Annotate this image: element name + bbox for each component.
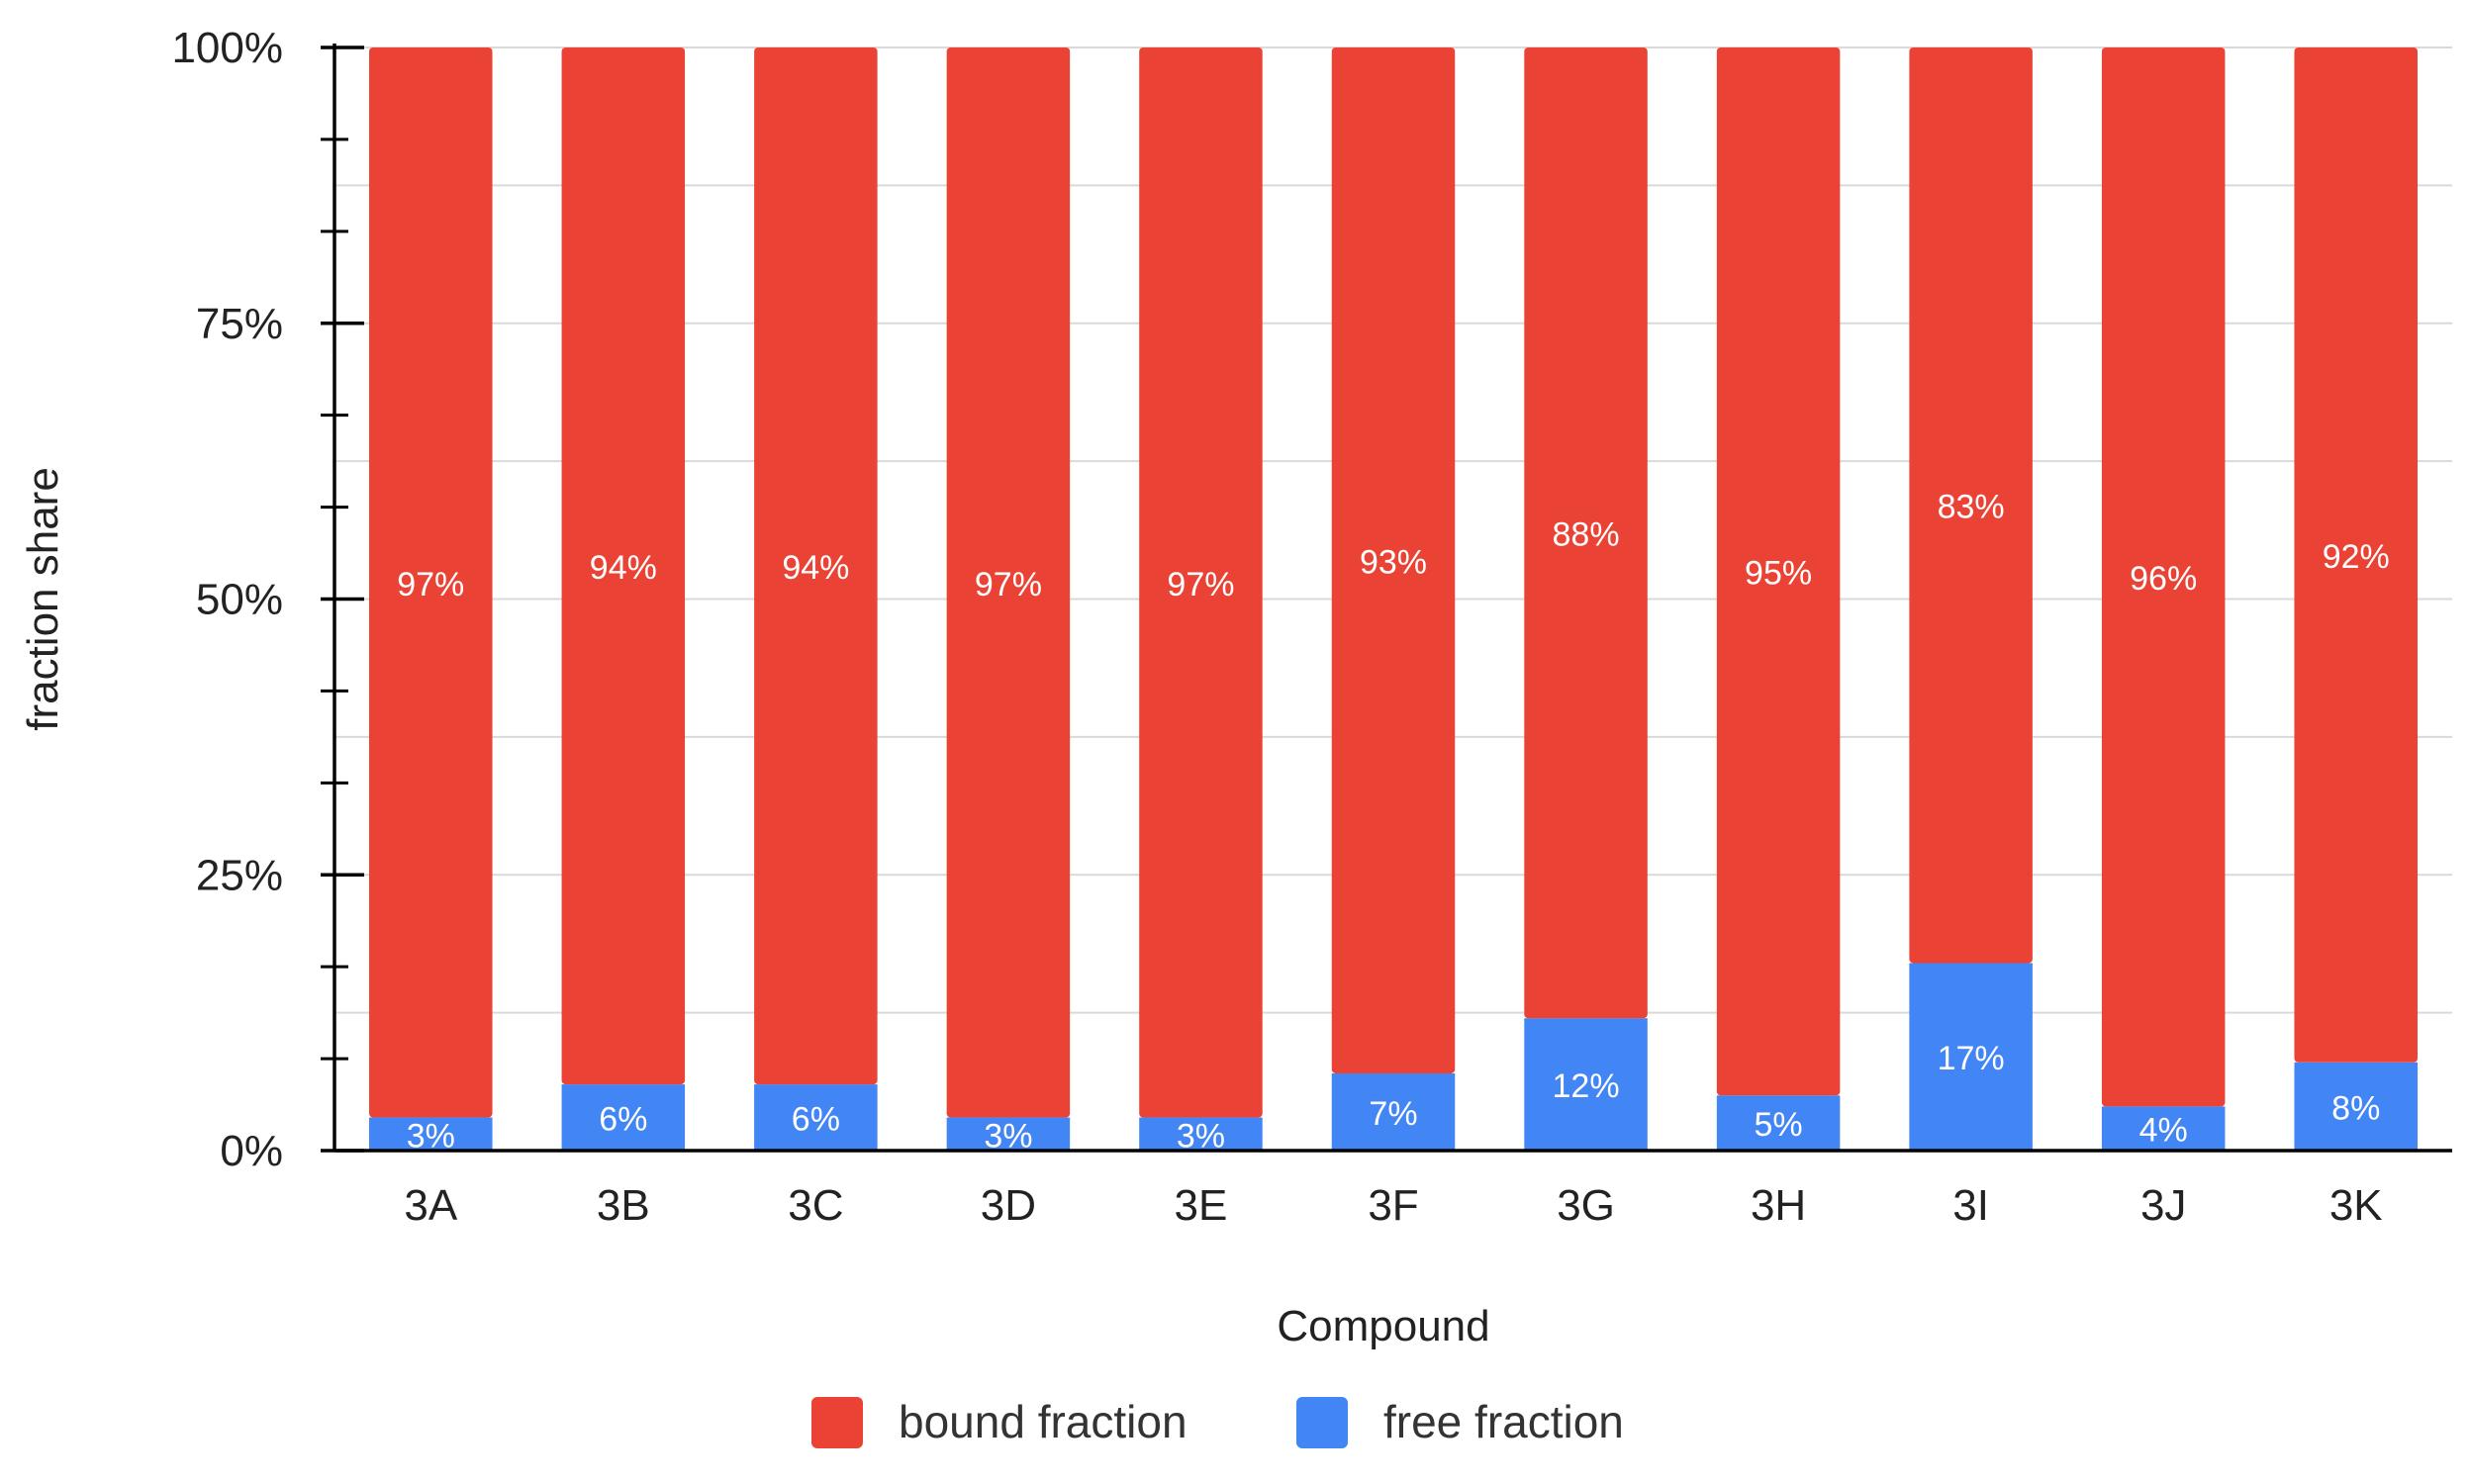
bar-bound-3c	[754, 47, 878, 1085]
bar-free-3b	[561, 1084, 686, 1151]
x-tick-label: 3F	[1368, 1181, 1418, 1230]
x-tick-label: 3K	[2329, 1181, 2383, 1230]
bar-bound-3b	[561, 47, 686, 1085]
data-label-free-3c: 6%	[792, 1101, 840, 1139]
bar-bound-3j	[2101, 47, 2226, 1107]
bar-bound-3d	[946, 47, 1071, 1118]
bar-free-3d	[946, 1117, 1071, 1151]
x-tick-label: 3A	[404, 1181, 457, 1230]
data-label-bound-3j: 96%	[2130, 560, 2197, 598]
bar-bound-3i	[1909, 47, 2033, 964]
legend-label-free: free fraction	[1383, 1396, 1624, 1447]
x-axis-title: Compound	[1277, 1302, 1489, 1350]
axes: 3A 3B 3C 3D 3E 3F 3G 3H 3I 3J 3K 0% 25% 50% 75% 100%	[171, 24, 2452, 1230]
bars	[369, 47, 2418, 1151]
y-tick-label: 100%	[171, 24, 283, 72]
x-tick-label: 3E	[1175, 1181, 1228, 1230]
bar-free-3f	[1331, 1072, 1456, 1151]
data-label-free-3f: 7%	[1369, 1095, 1417, 1133]
bar-free-3i	[1909, 963, 2033, 1151]
data-label-bound-3a: 97%	[397, 566, 464, 603]
bar-free-3a	[369, 1117, 493, 1151]
data-label-free-3k: 8%	[2331, 1089, 2380, 1127]
data-label-free-3b: 6%	[599, 1101, 647, 1139]
data-label-free-3g: 12%	[1553, 1067, 1620, 1105]
data-label-bound-3k: 92%	[2323, 538, 2390, 576]
data-label-bound-3c: 94%	[782, 549, 849, 587]
legend: bound fraction free fraction	[811, 1396, 1624, 1448]
data-label-bound-3f: 93%	[1360, 543, 1427, 581]
bar-bound-3a	[369, 47, 493, 1118]
data-label-bound-3i: 83%	[1938, 489, 2005, 526]
data-label-free-3e: 3%	[1177, 1117, 1225, 1155]
data-label-bound-3d: 97%	[975, 566, 1042, 603]
bar-free-3j	[2101, 1106, 2226, 1151]
bar-bound-3g	[1524, 47, 1648, 1019]
y-tick-label: 25%	[196, 851, 283, 899]
data-label-free-3d: 3%	[984, 1117, 1032, 1155]
data-label-free-3i: 17%	[1938, 1040, 2005, 1077]
bar-free-3c	[754, 1084, 878, 1151]
x-tick-label: 3C	[788, 1181, 843, 1230]
legend-swatch-bound	[811, 1397, 863, 1448]
bar-free-3e	[1139, 1117, 1263, 1151]
data-label-free-3j: 4%	[2139, 1112, 2188, 1150]
bar-free-3g	[1524, 1018, 1648, 1151]
bar-free-3k	[2294, 1062, 2418, 1151]
legend-swatch-free	[1296, 1397, 1348, 1448]
y-axis-title: fraction share	[19, 467, 67, 731]
data-label-bound-3e: 97%	[1167, 566, 1234, 603]
bar-bound-3f	[1331, 47, 1456, 1073]
data-label-bound-3g: 88%	[1553, 516, 1620, 554]
bar-bound-3k	[2294, 47, 2418, 1063]
data-label-free-3h: 5%	[1755, 1106, 1803, 1144]
y-tick-label: 0%	[220, 1127, 283, 1175]
bar-free-3h	[1716, 1095, 1841, 1151]
y-tick-label: 75%	[196, 300, 283, 348]
data-label-bound-3b: 94%	[590, 549, 657, 587]
x-tick-label: 3D	[981, 1181, 1036, 1230]
x-tick-label: 3G	[1557, 1181, 1615, 1230]
data-label-bound-3h: 95%	[1745, 555, 1812, 593]
x-tick-label: 3B	[597, 1181, 650, 1230]
y-tick-label: 50%	[196, 576, 283, 624]
x-tick-label: 3J	[2140, 1181, 2186, 1230]
bar-bound-3e	[1139, 47, 1263, 1118]
bar-bound-3h	[1716, 47, 1841, 1096]
x-tick-label: 3I	[1952, 1181, 1989, 1230]
legend-label-bound: bound fraction	[899, 1396, 1188, 1447]
data-label-free-3a: 3%	[407, 1117, 455, 1155]
x-tick-label: 3H	[1751, 1181, 1806, 1230]
data-labels: 3% 97% 6% 94% 6% 94% 3% 97% 3% 97% 7% 93% 12% 88% 5% 95…	[397, 489, 2390, 1156]
